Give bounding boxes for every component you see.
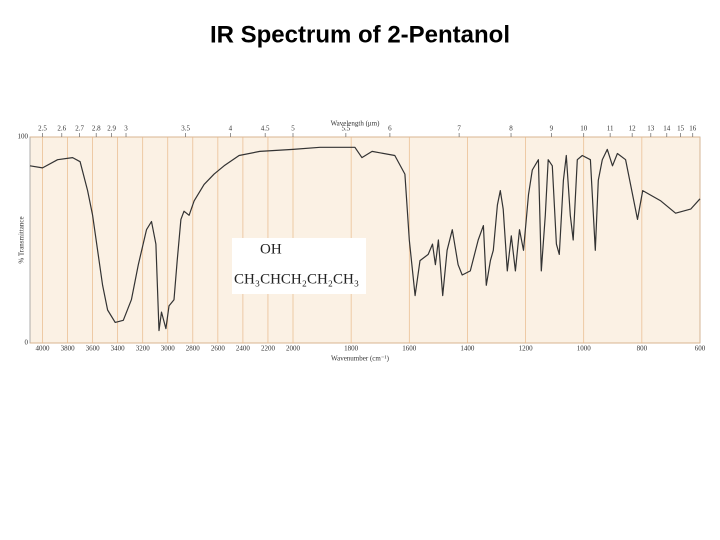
x-axis-label: Wavenumber (cm⁻¹): [331, 355, 390, 363]
x2-tick-label: 14: [663, 125, 671, 133]
x-tick-label: 3600: [86, 345, 101, 353]
x-tick-label: 800: [637, 345, 648, 353]
x-tick-label: 1200: [519, 345, 534, 353]
x2-tick-label: 15: [677, 125, 685, 133]
x2-tick-label: 9: [550, 125, 554, 133]
x2-tick-label: 6: [388, 125, 392, 133]
x2-tick-label: 7: [457, 125, 461, 133]
x-tick-label: 2200: [261, 345, 276, 353]
x2-tick-label: 2.8: [92, 125, 101, 133]
x-tick-label: 1600: [402, 345, 417, 353]
y-axis-label: % Transmittance: [18, 216, 26, 263]
x2-tick-label: 2.5: [38, 125, 47, 133]
x-tick-label: 600: [695, 345, 706, 353]
x2-tick-label: 12: [629, 125, 637, 133]
y-tick-label: 100: [18, 133, 29, 141]
annotation-formula: CH₃CHCH₂CH₂CH₃: [234, 271, 359, 287]
spectrum-line: [29, 146, 701, 332]
x-tick-label: 3400: [111, 345, 126, 353]
x-tick-label: 3000: [161, 345, 176, 353]
x2-tick-label: 2.7: [75, 125, 84, 133]
y-tick-label: 0: [25, 339, 29, 347]
x2-tick-label: 3: [124, 125, 128, 133]
x-tick-label: 2600: [211, 345, 226, 353]
x2-tick-label: 16: [689, 125, 697, 133]
x-tick-label: 3800: [61, 345, 76, 353]
x-tick-label: 1800: [344, 345, 359, 353]
x2-tick-label: 8: [509, 125, 513, 133]
annotation-box: [232, 238, 366, 294]
x2-tick-label: 5.5: [341, 125, 350, 133]
x2-tick-label: 4: [229, 125, 233, 133]
x2-tick-label: 2.9: [107, 125, 116, 133]
x2-tick-label: 5: [291, 125, 295, 133]
x2-tick-label: 13: [647, 125, 655, 133]
x-tick-label: 1400: [460, 345, 475, 353]
x2-tick-label: 4.5: [261, 125, 270, 133]
x-tick-label: 2800: [186, 345, 201, 353]
chart-title: IR Spectrum of 2-Pentanol: [210, 21, 510, 48]
x-tick-label: 2000: [286, 345, 301, 353]
x-tick-label: 1000: [577, 345, 592, 353]
annotation-label: OH: [260, 241, 282, 257]
x2-tick-label: 10: [580, 125, 588, 133]
x-tick-label: 4000: [36, 345, 51, 353]
x-tick-label: 3200: [136, 345, 151, 353]
x2-tick-label: 3.5: [181, 125, 190, 133]
x2-axis-label: Wavelength (μm): [331, 120, 381, 128]
x2-tick-label: 11: [607, 125, 614, 133]
x2-tick-label: 2.6: [57, 125, 66, 133]
x-tick-label: 2400: [236, 345, 251, 353]
